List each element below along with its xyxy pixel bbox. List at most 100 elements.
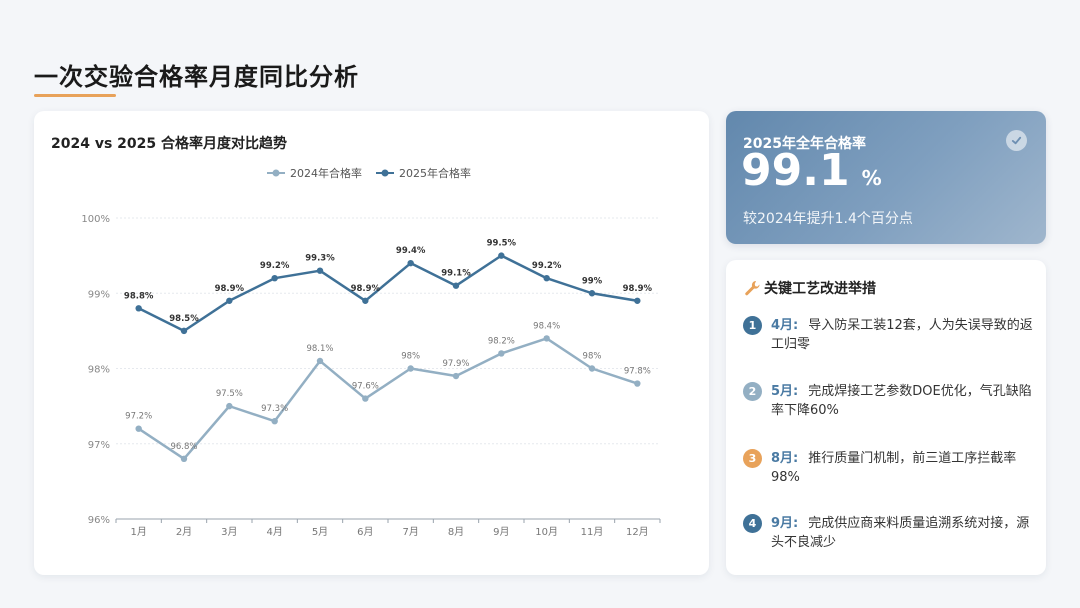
data-point (135, 425, 142, 432)
data-label: 98% (583, 352, 602, 362)
data-point (271, 275, 278, 282)
y-tick-label: 97% (88, 440, 110, 451)
data-point (543, 335, 550, 342)
item-month: 9月: (771, 516, 799, 531)
wrench-icon (745, 280, 760, 296)
data-label: 98.8% (124, 291, 154, 301)
item-month: 5月: (771, 384, 799, 399)
item-text: 5月: 完成焊接工艺参数DOE优化，气孔缺陷率下降60% (771, 382, 1033, 420)
item-text: 9月: 完成供应商来料质量追溯系统对接，源头不良减少 (771, 514, 1033, 552)
number-badge: 2 (743, 382, 762, 401)
legend-label: 2024年合格率 (290, 166, 362, 180)
data-label: 98.5% (169, 314, 199, 324)
data-label: 99.4% (396, 246, 426, 256)
item-text: 8月: 推行质量门机制，前三道工序拦截率98% (771, 449, 1033, 487)
number-badge: 3 (743, 449, 762, 468)
data-label: 99.2% (260, 261, 290, 271)
title-underline (34, 94, 116, 97)
x-tick-label: 12月 (626, 526, 649, 538)
data-point (498, 252, 505, 259)
data-point (180, 455, 188, 462)
series-line-2 (138, 254, 638, 333)
data-point (634, 297, 641, 304)
data-label: 97.3% (261, 404, 288, 414)
data-label: 99.2% (532, 261, 562, 271)
data-point (316, 267, 324, 274)
data-label: 98.1% (306, 344, 333, 354)
data-point (271, 417, 278, 425)
item-month: 8月: (771, 451, 799, 466)
data-label: 98.9% (351, 284, 381, 294)
chart-title: 2024 vs 2025 合格率月度对比趋势 (51, 136, 288, 152)
page-title: 一次交验合格率月度同比分析 (34, 63, 359, 91)
item-description: 导入防呆工装12套，人为失误导致的返工归零 (771, 318, 1033, 352)
x-tick-label: 3月 (221, 526, 237, 538)
kpi-label: 2025年全年合格率 (743, 136, 866, 152)
list-item: 2 5月: 完成焊接工艺参数DOE优化，气孔缺陷率下降60% (743, 382, 1033, 420)
improvements-card: 关键工艺改进举措 1 4月: 导入防呆工装12套，人为失误导致的返工归零 2 5月… (726, 260, 1046, 575)
data-point (362, 297, 369, 304)
data-label: 99.1% (441, 269, 471, 279)
improvements-header: 关键工艺改进举措 (743, 278, 876, 298)
item-description: 完成焊接工艺参数DOE优化，气孔缺陷率下降60% (771, 384, 1032, 418)
list-item: 3 8月: 推行质量门机制，前三道工序拦截率98% (743, 449, 1033, 487)
check-circle-icon (1006, 130, 1027, 151)
kpi-unit: % (861, 166, 882, 190)
legend-swatch-dot (381, 169, 389, 177)
data-point (316, 357, 324, 365)
data-point (498, 350, 505, 357)
data-point (407, 259, 414, 267)
kpi-value-row: 99.1 % (741, 145, 882, 196)
kpi-value: 99.1 (741, 145, 850, 196)
data-label: 99.5% (487, 239, 517, 249)
data-label: 97.2% (125, 412, 152, 422)
kpi-subtext: 较2024年提升1.4个百分点 (743, 211, 913, 227)
data-label: 97.8% (624, 367, 651, 377)
legend-label: 2025年合格率 (399, 166, 471, 180)
legend-swatch-dot (272, 169, 280, 177)
chart-card: 2024 vs 2025 合格率月度对比趋势 96% 97% 98% 99% 100% 1… (34, 111, 709, 575)
y-tick-label: 98% (88, 365, 110, 376)
x-tick-label: 9月 (493, 526, 509, 538)
data-label: 98.9% (215, 284, 245, 294)
number-badge: 4 (743, 514, 762, 533)
improvements-title: 关键工艺改进举措 (764, 281, 876, 297)
x-tick-label: 2月 (176, 526, 192, 538)
data-point (362, 395, 369, 402)
line-chart: 96% 97% 98% 99% 100% 1月 2月 3月 4月 5月 6月 7月 8月 9月 10月 11月… (81, 166, 661, 538)
x-tick-label: 10月 (535, 526, 558, 538)
data-point (226, 297, 233, 304)
x-tick-label: 11月 (581, 526, 604, 538)
x-tick-label: 7月 (402, 526, 418, 538)
data-label: 97.5% (216, 389, 243, 399)
kpi-card: 2025年全年合格率 99.1 % 较2024年提升1.4个百分点 (726, 111, 1046, 244)
data-label: 96.8% (170, 442, 197, 452)
data-point (452, 282, 460, 289)
data-label: 99.3% (305, 254, 335, 264)
data-label: 98.4% (533, 321, 560, 331)
data-point (588, 290, 596, 297)
data-point (634, 380, 641, 387)
y-tick-label: 96% (88, 515, 110, 526)
data-label: 97.9% (442, 359, 469, 369)
x-tick-label: 5月 (312, 526, 328, 538)
data-label: 98.9% (623, 284, 653, 294)
data-label: 99% (582, 276, 603, 286)
data-point (180, 327, 188, 335)
data-label: 97.6% (352, 382, 379, 392)
number-badge: 1 (743, 316, 762, 335)
data-point (135, 305, 142, 312)
data-point (452, 372, 460, 380)
x-tick-label: 1月 (130, 526, 146, 538)
data-point (543, 275, 550, 282)
list-item: 4 9月: 完成供应商来料质量追溯系统对接，源头不良减少 (743, 514, 1033, 552)
item-month: 4月: (771, 318, 799, 333)
y-tick-label: 99% (88, 289, 110, 300)
item-description: 推行质量门机制，前三道工序拦截率98% (771, 451, 1017, 485)
y-tick-label: 100% (81, 214, 110, 225)
x-tick-label: 4月 (266, 526, 282, 538)
data-label: 98.2% (488, 336, 515, 346)
item-description: 完成供应商来料质量追溯系统对接，源头不良减少 (771, 516, 1030, 550)
data-point (226, 402, 233, 410)
data-label: 98% (401, 352, 420, 362)
